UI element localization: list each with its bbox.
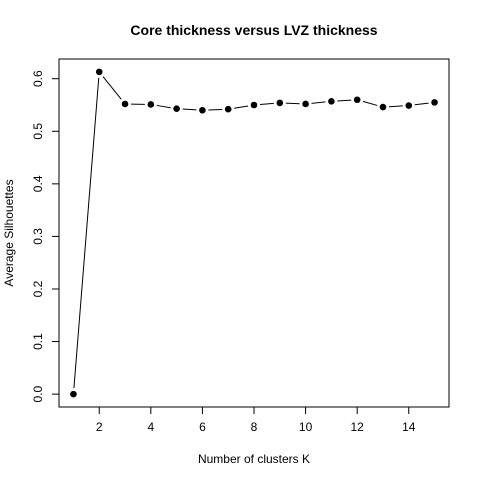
data-point xyxy=(70,391,77,398)
series-line-segment xyxy=(312,102,326,103)
series-line-segment xyxy=(234,106,248,108)
series-line-segment xyxy=(286,103,300,104)
data-point xyxy=(148,101,155,108)
series-line-segment xyxy=(208,109,222,110)
x-tick-label: 8 xyxy=(251,420,258,434)
data-point xyxy=(405,102,412,109)
data-point xyxy=(354,96,361,103)
data-point xyxy=(276,100,283,107)
x-tick-label: 10 xyxy=(299,420,313,434)
y-axis-label: Average Silhouettes xyxy=(2,179,16,286)
series-line-segment xyxy=(74,78,99,388)
series-line-segment xyxy=(337,100,351,101)
series-line-segment xyxy=(183,109,197,110)
y-tick-label: 0.4 xyxy=(31,175,45,192)
y-axis: 0.0 0.1 0.2 0.3 0.4 0.5 0.6 xyxy=(31,70,59,402)
x-axis: 2 4 6 8 10 12 14 xyxy=(96,407,416,434)
y-tick-label: 0.5 xyxy=(31,123,45,140)
y-tick-label: 0.1 xyxy=(31,333,45,350)
y-tick-label: 0.0 xyxy=(31,385,45,402)
x-axis-label: Number of clusters K xyxy=(198,452,310,466)
series-layer xyxy=(70,69,438,398)
plot-frame xyxy=(59,59,449,407)
x-tick-label: 4 xyxy=(147,420,154,434)
series-line-segment xyxy=(157,105,171,107)
x-tick-label: 12 xyxy=(350,420,364,434)
data-point xyxy=(302,101,309,108)
data-point xyxy=(173,105,180,112)
data-point xyxy=(431,99,438,106)
series-line-segment xyxy=(415,103,429,105)
data-point xyxy=(251,102,258,109)
data-point xyxy=(122,101,129,108)
data-point xyxy=(380,104,387,111)
y-tick-label: 0.6 xyxy=(31,70,45,87)
x-tick-label: 14 xyxy=(402,420,416,434)
series-line-segment xyxy=(363,101,377,105)
data-point xyxy=(225,106,232,113)
series-line-segment xyxy=(260,103,274,104)
x-tick-label: 6 xyxy=(199,420,206,434)
data-point xyxy=(96,69,103,76)
y-tick-label: 0.2 xyxy=(31,280,45,297)
data-point xyxy=(199,107,206,114)
series-line-segment xyxy=(389,106,403,107)
y-tick-label: 0.3 xyxy=(31,228,45,245)
chart-title: Core thickness versus LVZ thickness xyxy=(130,22,377,38)
data-point xyxy=(328,98,335,105)
x-tick-label: 2 xyxy=(96,420,103,434)
series-line-segment xyxy=(103,77,121,100)
